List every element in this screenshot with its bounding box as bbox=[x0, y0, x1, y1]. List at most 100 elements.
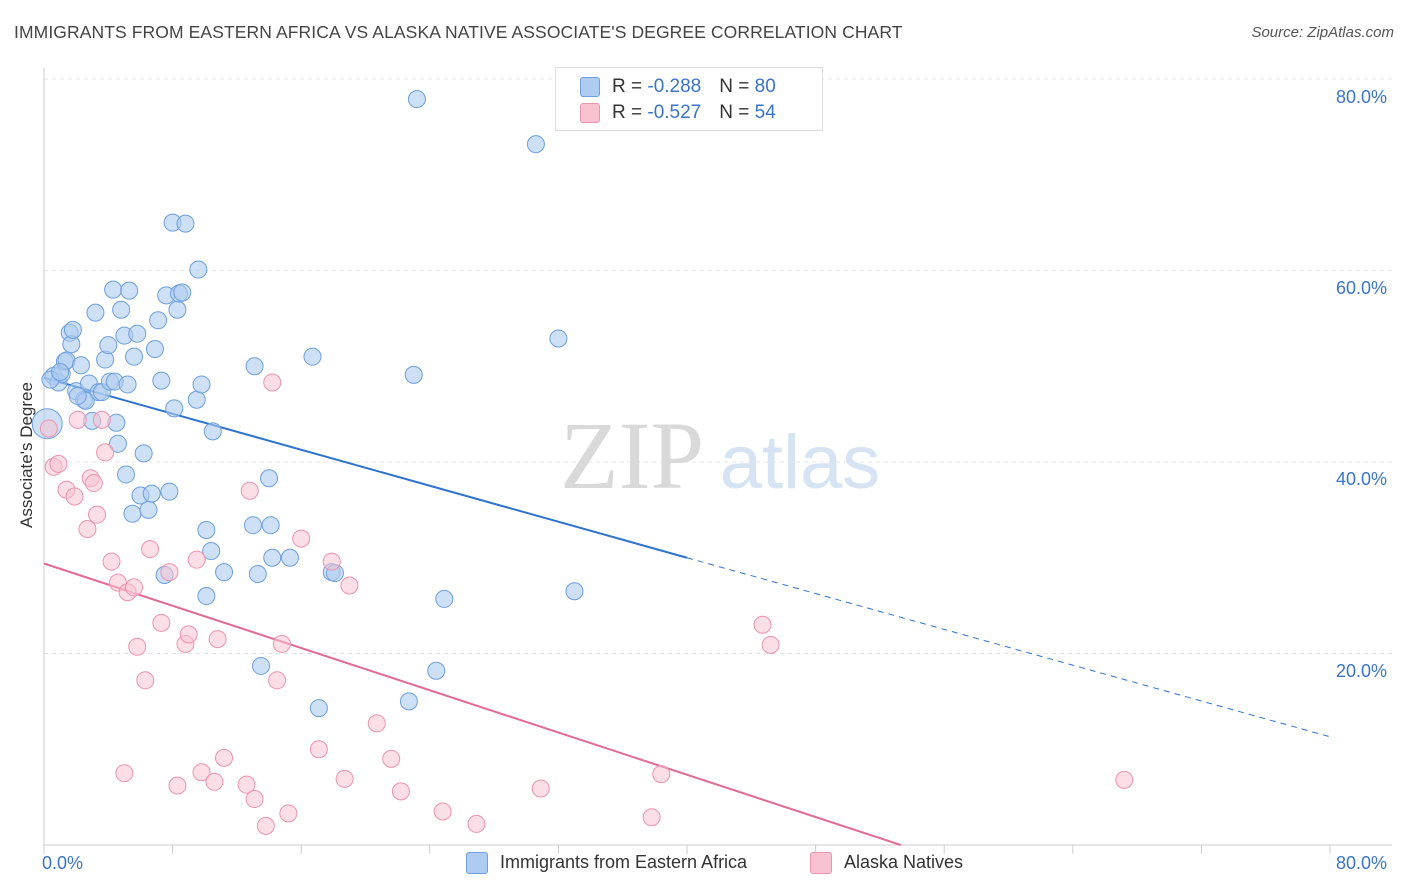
legend-swatch-pink bbox=[810, 852, 832, 875]
point-alaska bbox=[102, 552, 121, 571]
point-alaska bbox=[433, 802, 452, 821]
point-immigrants bbox=[168, 300, 187, 319]
y-tick-label-40: 40.0% bbox=[1336, 469, 1388, 489]
point-alaska bbox=[1115, 770, 1134, 789]
point-immigrants bbox=[243, 516, 262, 535]
point-alaska bbox=[279, 804, 298, 823]
legend-item-alaska: Alaska Natives bbox=[810, 852, 964, 875]
point-alaska bbox=[382, 749, 401, 768]
point-immigrants bbox=[118, 375, 137, 394]
point-alaska bbox=[367, 714, 386, 733]
y-tick-label-80: 80.0% bbox=[1336, 87, 1388, 107]
legend-label-alaska: Alaska Natives bbox=[844, 852, 964, 872]
point-immigrants bbox=[152, 371, 171, 390]
point-immigrants bbox=[404, 365, 423, 384]
n-value: 80 bbox=[754, 76, 776, 97]
x-tick-label-max: 80.0% bbox=[1336, 853, 1388, 873]
point-immigrants bbox=[303, 347, 322, 366]
point-immigrants bbox=[192, 375, 211, 394]
point-immigrants bbox=[407, 90, 426, 109]
series-alaska-points bbox=[39, 373, 1134, 835]
point-immigrants bbox=[435, 589, 454, 608]
legend-swatch-blue bbox=[466, 852, 488, 875]
point-alaska bbox=[92, 410, 111, 429]
point-immigrants bbox=[197, 520, 216, 539]
point-alaska bbox=[240, 481, 259, 500]
point-alaska bbox=[245, 790, 264, 809]
point-alaska bbox=[128, 637, 147, 656]
point-immigrants bbox=[120, 281, 139, 300]
point-alaska bbox=[263, 373, 282, 392]
n-label: N = bbox=[719, 76, 755, 97]
point-alaska bbox=[96, 443, 115, 462]
point-immigrants bbox=[125, 347, 144, 366]
point-alaska bbox=[256, 816, 275, 835]
point-immigrants bbox=[189, 260, 208, 279]
point-immigrants bbox=[68, 386, 87, 405]
n-value: 54 bbox=[754, 102, 776, 123]
point-immigrants bbox=[399, 692, 418, 711]
point-immigrants bbox=[173, 283, 192, 302]
y-tick-label-20: 20.0% bbox=[1336, 661, 1388, 681]
stats-legend-row-alaska: R = -0.527 N = 54 bbox=[580, 102, 776, 126]
trend-line-alaska bbox=[43, 562, 902, 846]
axes bbox=[43, 68, 1392, 854]
point-immigrants bbox=[112, 300, 131, 319]
point-alaska bbox=[88, 505, 107, 524]
point-alaska bbox=[268, 671, 287, 690]
point-immigrants bbox=[134, 444, 153, 463]
point-alaska bbox=[467, 814, 486, 833]
point-immigrants bbox=[202, 542, 221, 561]
point-immigrants bbox=[99, 336, 118, 355]
legend-label-immigrants: Immigrants from Eastern Africa bbox=[500, 852, 748, 872]
point-immigrants bbox=[176, 214, 195, 233]
point-alaska bbox=[215, 748, 234, 767]
point-alaska bbox=[531, 779, 550, 798]
point-immigrants bbox=[71, 356, 90, 375]
x-tick-label-min: 0.0% bbox=[42, 853, 84, 873]
point-immigrants bbox=[104, 280, 123, 299]
point-alaska bbox=[84, 474, 103, 493]
point-alaska bbox=[78, 520, 97, 539]
r-label: R = bbox=[612, 102, 648, 123]
point-alaska bbox=[115, 764, 134, 783]
point-immigrants bbox=[309, 699, 328, 718]
point-alaska bbox=[152, 613, 171, 632]
point-alaska bbox=[292, 529, 311, 548]
point-immigrants bbox=[51, 362, 70, 381]
chart-source: Source: ZipAtlas.com bbox=[1251, 24, 1394, 41]
point-alaska bbox=[39, 419, 58, 438]
point-alaska bbox=[168, 776, 187, 795]
r-value: -0.527 bbox=[647, 102, 702, 123]
point-alaska bbox=[309, 740, 328, 759]
swatch-pink bbox=[580, 102, 600, 123]
point-alaska bbox=[642, 808, 661, 827]
point-alaska bbox=[340, 576, 359, 595]
point-alaska bbox=[136, 671, 155, 690]
point-alaska bbox=[205, 772, 224, 791]
point-alaska bbox=[187, 550, 206, 569]
point-alaska bbox=[192, 763, 211, 782]
point-immigrants bbox=[142, 484, 161, 503]
point-immigrants bbox=[63, 320, 82, 339]
point-immigrants bbox=[197, 587, 216, 606]
watermark-atlas: atlas bbox=[720, 420, 881, 505]
point-immigrants bbox=[245, 357, 264, 376]
watermark: ZIP atlas bbox=[560, 402, 880, 509]
r-label: R = bbox=[612, 76, 648, 97]
point-immigrants bbox=[252, 656, 271, 675]
point-alaska bbox=[322, 552, 341, 571]
point-alaska bbox=[125, 578, 144, 597]
point-immigrants bbox=[215, 563, 234, 582]
point-alaska bbox=[208, 630, 227, 649]
point-immigrants bbox=[128, 324, 147, 343]
r-value: -0.288 bbox=[647, 76, 702, 97]
point-immigrants bbox=[248, 565, 267, 584]
point-immigrants bbox=[280, 548, 299, 567]
point-immigrants bbox=[139, 500, 158, 519]
legend-item-immigrants: Immigrants from Eastern Africa bbox=[466, 852, 748, 875]
point-immigrants bbox=[145, 340, 164, 359]
grid-lines bbox=[44, 78, 1392, 654]
point-immigrants bbox=[203, 422, 222, 441]
